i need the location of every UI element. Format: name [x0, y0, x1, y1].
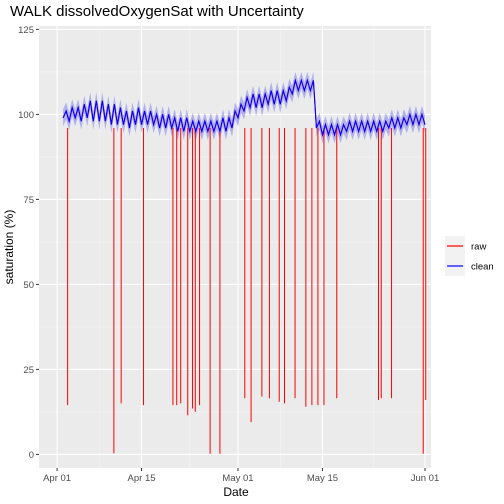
y-axis-title: saturation (%): [2, 210, 16, 285]
clean-series-group: [62, 78, 426, 137]
y-tick-label: 50: [23, 280, 34, 291]
legend: raw clean: [445, 236, 494, 276]
legend-label-clean: clean: [471, 262, 494, 273]
y-tick-label: 25: [23, 365, 34, 376]
y-axis: 0 25 50 75 100 125: [18, 25, 39, 461]
y-tick-label: 100: [18, 110, 34, 121]
clean-line: [62, 78, 426, 137]
legend-label-raw: raw: [471, 242, 486, 253]
plot-panel: [39, 26, 431, 468]
x-tick-label: Jun 01: [411, 473, 440, 484]
x-axis-title: Date: [223, 485, 249, 499]
x-axis: Apr 01 Apr 15 May 01 May 15 Jun 01: [43, 468, 439, 484]
x-tick-label: May 01: [222, 473, 253, 484]
y-tick-label: 75: [23, 195, 34, 206]
x-tick-label: May 15: [307, 473, 338, 484]
raw-series-group: [62, 78, 427, 454]
chart-title: WALK dissolvedOxygenSat with Uncertainty: [10, 3, 304, 20]
y-tick-label: 0: [29, 450, 34, 461]
x-tick-label: Apr 01: [43, 473, 71, 484]
y-tick-label: 125: [18, 25, 34, 36]
x-tick-label: Apr 15: [128, 473, 156, 484]
